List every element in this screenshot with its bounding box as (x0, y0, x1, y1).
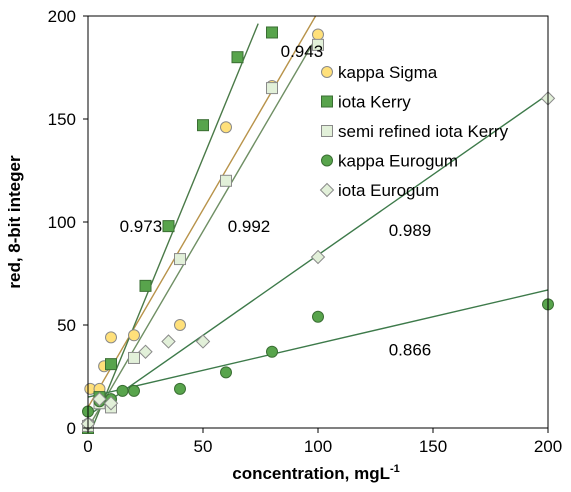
x-tick-label: 200 (534, 437, 562, 456)
r2-label: 0.943 (281, 42, 324, 61)
data-point (319, 182, 335, 198)
legend-item: iota Kerry (321, 93, 411, 112)
x-tick-label: 100 (304, 437, 332, 456)
data-point (312, 28, 324, 41)
data-point (231, 51, 244, 64)
x-tick-label: 150 (419, 437, 447, 456)
data-point (310, 249, 326, 265)
legend-label: kappa Sigma (338, 63, 438, 82)
data-point (161, 334, 176, 349)
data-points (80, 26, 556, 434)
data-point (266, 345, 278, 358)
trendline (87, 15, 317, 408)
x-tick-label: 50 (194, 437, 213, 456)
x-tick-label: 0 (83, 437, 92, 456)
x-axis-title: concentration, mgL-1 (232, 463, 400, 483)
y-axis-title: red, 8-bit integer (5, 155, 24, 289)
data-point (162, 220, 175, 233)
data-point (321, 125, 333, 137)
r2-annotations: 0.943 0.973 0.992 0.989 0.866 (120, 42, 432, 360)
data-point (128, 384, 140, 397)
data-point (266, 82, 278, 95)
r2-label: 0.989 (389, 221, 432, 240)
r2-label: 0.992 (228, 217, 271, 236)
trendline (91, 23, 259, 429)
legend-label: kappa Eurogum (338, 152, 458, 171)
data-point (138, 344, 153, 359)
data-point (312, 38, 324, 51)
data-point (128, 351, 140, 364)
y-tick-label: 150 (48, 110, 76, 129)
legend-item: iota Eurogum (319, 181, 439, 200)
axes: 0 50 100 150 200 0 50 100 150 200 (48, 7, 563, 456)
data-point (174, 319, 186, 331)
data-point (139, 279, 152, 292)
legend-label: semi refined iota Kerry (338, 122, 509, 141)
data-point (266, 26, 278, 39)
x-axis-title-text: concentration, mgL (232, 464, 390, 483)
data-point (174, 253, 186, 266)
data-point (105, 358, 117, 371)
data-point (116, 384, 129, 397)
data-point (321, 154, 333, 167)
x-axis-title-superscript: -1 (390, 463, 400, 475)
data-point (128, 329, 140, 342)
r2-label: 0.973 (120, 217, 163, 236)
data-point (92, 391, 107, 407)
data-point (105, 331, 117, 344)
legend-item: semi refined iota Kerry (321, 122, 509, 141)
data-point (321, 66, 333, 78)
data-point (321, 95, 333, 108)
data-point (220, 174, 232, 187)
r2-label: 0.866 (389, 341, 432, 360)
data-point (197, 119, 209, 132)
legend-item: kappa Eurogum (321, 152, 458, 171)
y-tick-label: 200 (48, 7, 76, 26)
data-point (220, 366, 232, 379)
trendline (87, 289, 549, 398)
data-point (174, 382, 186, 395)
legend-item: kappa Sigma (321, 63, 438, 82)
y-tick-label: 50 (57, 316, 76, 335)
data-point (220, 121, 232, 134)
data-point (312, 310, 324, 323)
y-tick-label: 100 (48, 213, 76, 232)
data-point (195, 334, 211, 349)
data-point (103, 396, 119, 411)
legend-label: iota Kerry (338, 93, 411, 112)
legend-label: iota Eurogum (338, 181, 439, 200)
trendline (87, 34, 319, 429)
legend: kappa Sigma iota Kerry semi refined iota K… (319, 63, 509, 200)
y-tick-label: 0 (67, 419, 76, 438)
